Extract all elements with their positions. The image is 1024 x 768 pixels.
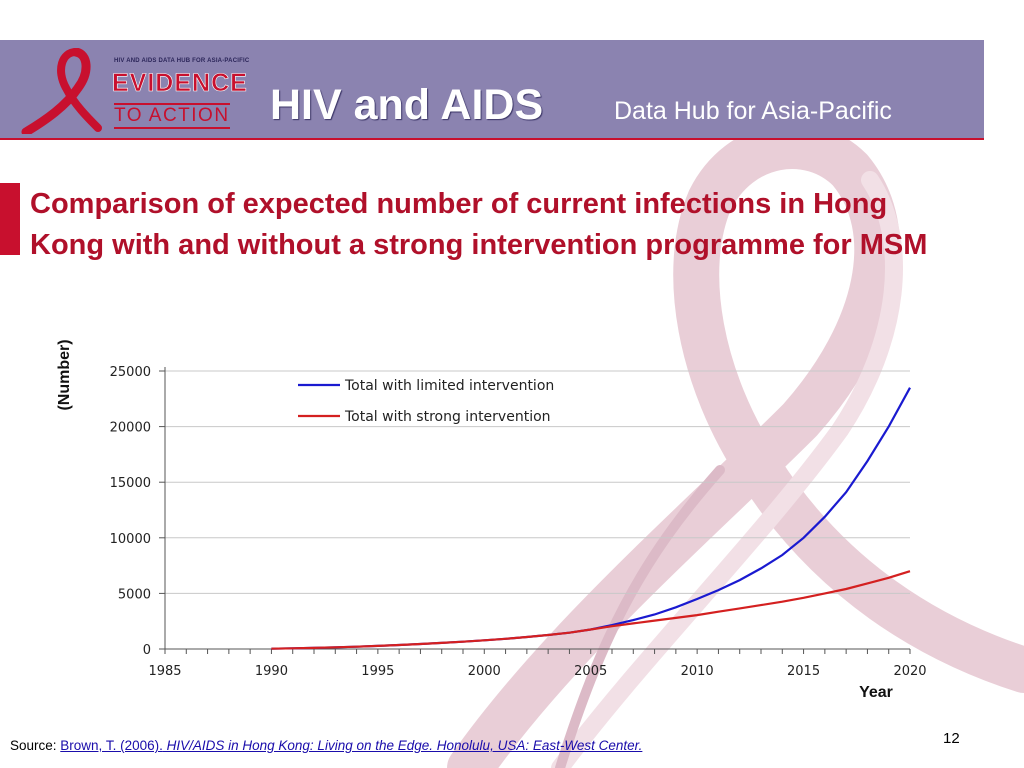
y-axis-title: (Number) xyxy=(56,339,73,410)
evidence-to-action-logo: HIV AND AIDS DATA HUB FOR ASIA-PACIFIC E… xyxy=(18,48,250,134)
header-title: HIV and AIDS xyxy=(270,81,544,129)
x-tick-label: 2015 xyxy=(787,664,820,679)
x-tick-label: 2005 xyxy=(574,664,607,679)
y-tick-label: 20000 xyxy=(110,421,151,436)
page-number: 12 xyxy=(943,730,960,747)
legend-label: Total with limited intervention xyxy=(344,378,554,394)
x-tick-label: 2010 xyxy=(681,664,714,679)
logo-to-action-text: TO ACTION xyxy=(114,103,230,129)
source-citation: Source: Brown, T. (2006). HIV/AIDS in Ho… xyxy=(10,738,642,753)
source-label: Source: xyxy=(10,738,57,753)
source-author-link[interactable]: Brown, T. (2006). xyxy=(60,738,163,753)
x-tick-label: 1990 xyxy=(255,664,288,679)
legend-label: Total with strong intervention xyxy=(344,409,551,425)
y-tick-label: 15000 xyxy=(110,476,151,491)
y-tick-label: 10000 xyxy=(110,532,151,547)
x-tick-label: 1995 xyxy=(361,664,394,679)
y-tick-label: 5000 xyxy=(118,587,151,602)
x-tick-label: 1985 xyxy=(148,664,181,679)
slide-title: Comparison of expected number of current… xyxy=(30,188,928,261)
logo-evidence-text: EVIDENCE xyxy=(112,69,248,97)
x-tick-label: 2020 xyxy=(893,664,926,679)
x-tick-label: 2000 xyxy=(468,664,501,679)
title-accent-bar xyxy=(0,183,20,255)
x-axis-title: Year xyxy=(859,684,893,701)
red-ribbon-icon xyxy=(21,48,102,134)
header-banner: HIV AND AIDS DATA HUB FOR ASIA-PACIFIC E… xyxy=(0,40,984,140)
infections-line-chart: 0 5000 10000 15000 20000 25000 1985 1990 1995 200… xyxy=(56,339,927,701)
y-tick-label: 25000 xyxy=(110,365,151,380)
source-citation-link[interactable]: HIV/AIDS in Hong Kong: Living on the Edg… xyxy=(162,738,643,753)
header-subtitle: Data Hub for Asia-Pacific xyxy=(614,97,892,125)
logo-caption: HIV AND AIDS DATA HUB FOR ASIA-PACIFIC xyxy=(114,58,250,64)
series-line-strong-intervention xyxy=(271,570,911,650)
y-tick-label: 0 xyxy=(143,643,151,658)
